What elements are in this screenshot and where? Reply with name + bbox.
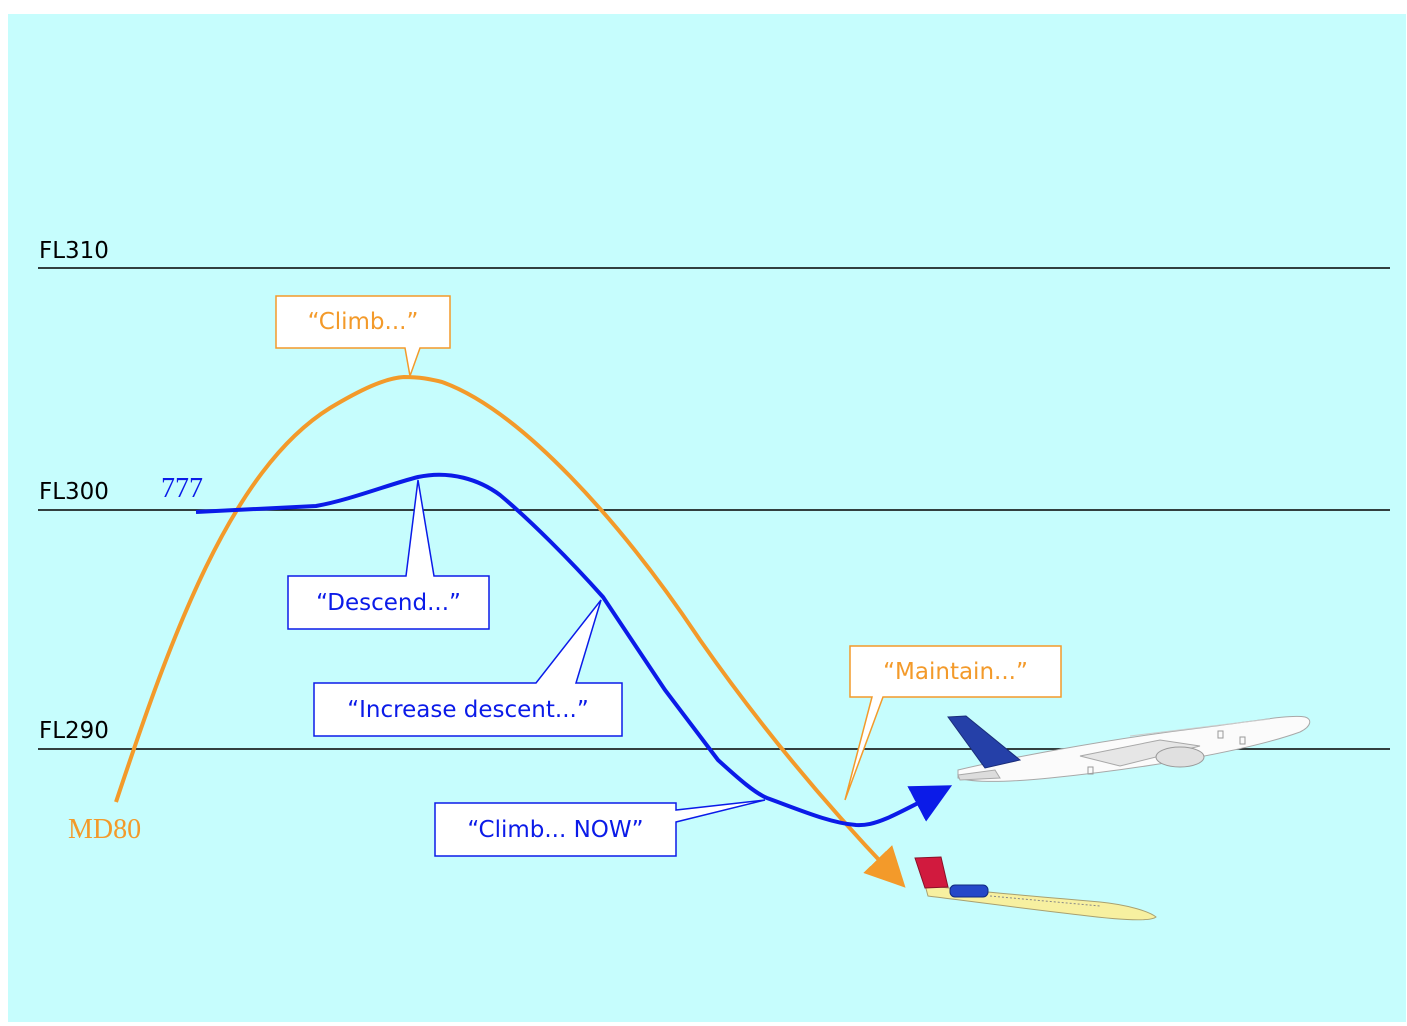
md80-airplane-icon — [914, 856, 1157, 921]
b777-label: 777 — [161, 473, 203, 504]
md80-trajectory — [114, 374, 906, 888]
callout-increase-descent-box — [313, 599, 623, 737]
callout-descend-box — [287, 479, 490, 630]
callout-descend-text: “Descend...” — [316, 590, 461, 616]
callout-climb-box — [275, 295, 451, 379]
fl310-label: FL310 — [39, 238, 109, 264]
callout-increase-descent-text: “Increase descent...” — [347, 697, 589, 723]
b777-airplane-icon — [947, 715, 1311, 782]
callout-climb-text: “Climb...” — [307, 309, 419, 335]
fl290-label: FL290 — [39, 718, 109, 744]
fl300-label: FL300 — [39, 479, 109, 505]
callout-maintain-text: “Maintain...” — [883, 659, 1028, 685]
callout-maintain-box — [844, 645, 1062, 801]
b777-trajectory — [195, 472, 953, 828]
md80-label: MD80 — [68, 814, 142, 845]
callout-climb-now-text: “Climb... NOW” — [467, 817, 644, 843]
diagram-canvas — [8, 14, 1406, 1022]
callout-climb-now-box — [434, 799, 766, 857]
